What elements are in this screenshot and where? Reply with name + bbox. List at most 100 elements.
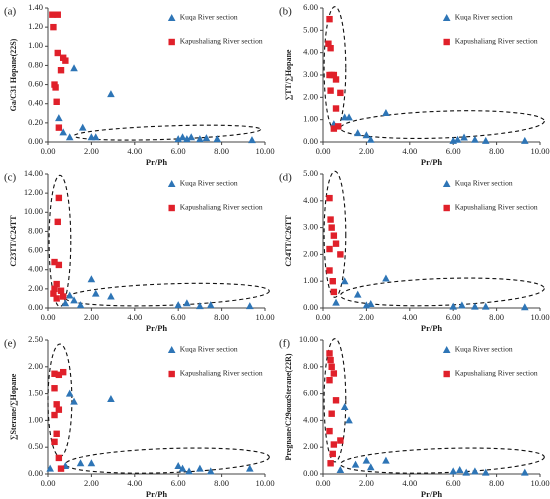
- legend-label: Kapushaliang River section: [180, 203, 263, 212]
- square-point: [49, 11, 56, 18]
- legend-marker: [167, 14, 176, 21]
- square-point: [330, 441, 338, 448]
- legend-marker: [168, 370, 175, 378]
- x-tick-label: 6.00: [446, 312, 461, 322]
- legend-label: Kuqa River section: [455, 13, 513, 22]
- legend-marker: [167, 180, 176, 187]
- triangle-point: [202, 134, 211, 142]
- triangle-point: [345, 113, 353, 121]
- square-point: [50, 23, 57, 31]
- triangle-point: [61, 299, 70, 307]
- x-tick-label: 0.00: [41, 312, 56, 322]
- triangle-point: [351, 460, 360, 468]
- triangle-point: [366, 135, 375, 143]
- triangle-point: [87, 459, 96, 467]
- triangle-point: [183, 135, 191, 143]
- triangle-point: [366, 463, 375, 471]
- legend-marker: [442, 180, 451, 187]
- triangle-point: [336, 465, 345, 473]
- x-tick-label: 4.00: [127, 478, 142, 488]
- square-point: [332, 76, 340, 83]
- triangle-point: [87, 275, 96, 283]
- triangle-point: [455, 465, 464, 473]
- x-axis-label: Pr/Ph: [146, 323, 168, 333]
- square-point: [334, 123, 342, 130]
- group-outline: [48, 174, 72, 308]
- square-point: [325, 40, 332, 47]
- square-point: [54, 49, 61, 57]
- x-tick-label: 0.00: [41, 478, 56, 488]
- y-tick-label: 2.00: [28, 283, 43, 293]
- square-point: [57, 465, 65, 472]
- y-axis-label: Ga/C31 Hopane(22S): [9, 38, 18, 111]
- triangle-point: [65, 133, 74, 141]
- square-point: [53, 280, 60, 288]
- y-axis-label: ∑TT/∑Hopane: [284, 49, 293, 100]
- panel: (b) 0.00 1.00 2.00 3.00 4.00 5.00 6.00 0.00 2.00 4…: [279, 2, 550, 167]
- triangle-point: [521, 303, 529, 311]
- triangle-point: [91, 289, 100, 297]
- x-axis-label: Pr/Ph: [421, 323, 443, 333]
- y-tick-label: 1.50: [28, 388, 43, 398]
- triangle-point: [471, 135, 479, 143]
- square-point: [51, 411, 58, 419]
- triangle-point: [70, 64, 78, 72]
- x-tick-label: 0.00: [41, 146, 56, 156]
- y-tick-label: 10.00: [299, 334, 318, 344]
- y-tick-label: 14.00: [24, 168, 43, 178]
- x-tick-label: 2.00: [359, 146, 374, 156]
- square-point: [337, 437, 344, 444]
- panel: (c) 0.00 2.00 4.00 6.00 8.00 10.00 12.00 14.00 0.…: [4, 168, 275, 333]
- triangle-point: [382, 456, 390, 464]
- square-point: [330, 71, 338, 79]
- triangle-point: [55, 114, 63, 122]
- square-point: [326, 245, 333, 253]
- triangle-point: [196, 302, 204, 310]
- triangle-point: [382, 108, 390, 116]
- x-tick-label: 10.00: [255, 146, 274, 156]
- triangle-point: [206, 467, 215, 475]
- x-tick-label: 8.00: [489, 478, 504, 488]
- square-point: [55, 371, 63, 379]
- square-point: [328, 410, 335, 417]
- y-tick-label: 0.00: [303, 468, 318, 478]
- y-tick-label: 6.00: [303, 388, 318, 398]
- square-point: [50, 290, 57, 297]
- square-point: [55, 406, 63, 413]
- triangle-point: [345, 416, 353, 424]
- square-point: [328, 363, 335, 370]
- square-point: [337, 89, 344, 97]
- triangle-point: [70, 296, 78, 304]
- x-tick-label: 8.00: [214, 478, 229, 488]
- y-tick-label: 10.00: [24, 206, 43, 216]
- x-tick-label: 4.00: [127, 146, 142, 156]
- legend-marker: [443, 204, 450, 212]
- triangle-point: [353, 290, 362, 298]
- legend-label: Kuqa River section: [180, 345, 238, 354]
- square-point: [326, 427, 333, 435]
- triangle-point: [462, 468, 471, 476]
- group-outline: [73, 124, 262, 141]
- square-point: [51, 385, 58, 392]
- square-point: [55, 124, 63, 131]
- panel-label: (d): [279, 172, 292, 184]
- triangle-point: [366, 299, 375, 307]
- triangle-point: [481, 302, 490, 310]
- triangle-point: [206, 301, 215, 309]
- legend-marker: [443, 370, 450, 378]
- legend-label: Kuqa River section: [180, 179, 238, 188]
- square-point: [55, 454, 63, 462]
- panel-label: (f): [279, 338, 290, 350]
- x-tick-label: 8.00: [489, 312, 504, 322]
- legend-marker: [168, 204, 175, 212]
- square-point: [59, 293, 67, 300]
- triangle-point: [59, 128, 67, 136]
- triangle-point: [178, 133, 187, 141]
- y-axis-label: C24TT/C26TT: [284, 215, 293, 267]
- y-tick-label: 1.00: [303, 114, 318, 124]
- triangle-point: [78, 123, 87, 131]
- triangle-point: [521, 136, 529, 144]
- square-point: [330, 288, 338, 296]
- panel-label: (b): [279, 6, 292, 18]
- triangle-point: [187, 133, 196, 141]
